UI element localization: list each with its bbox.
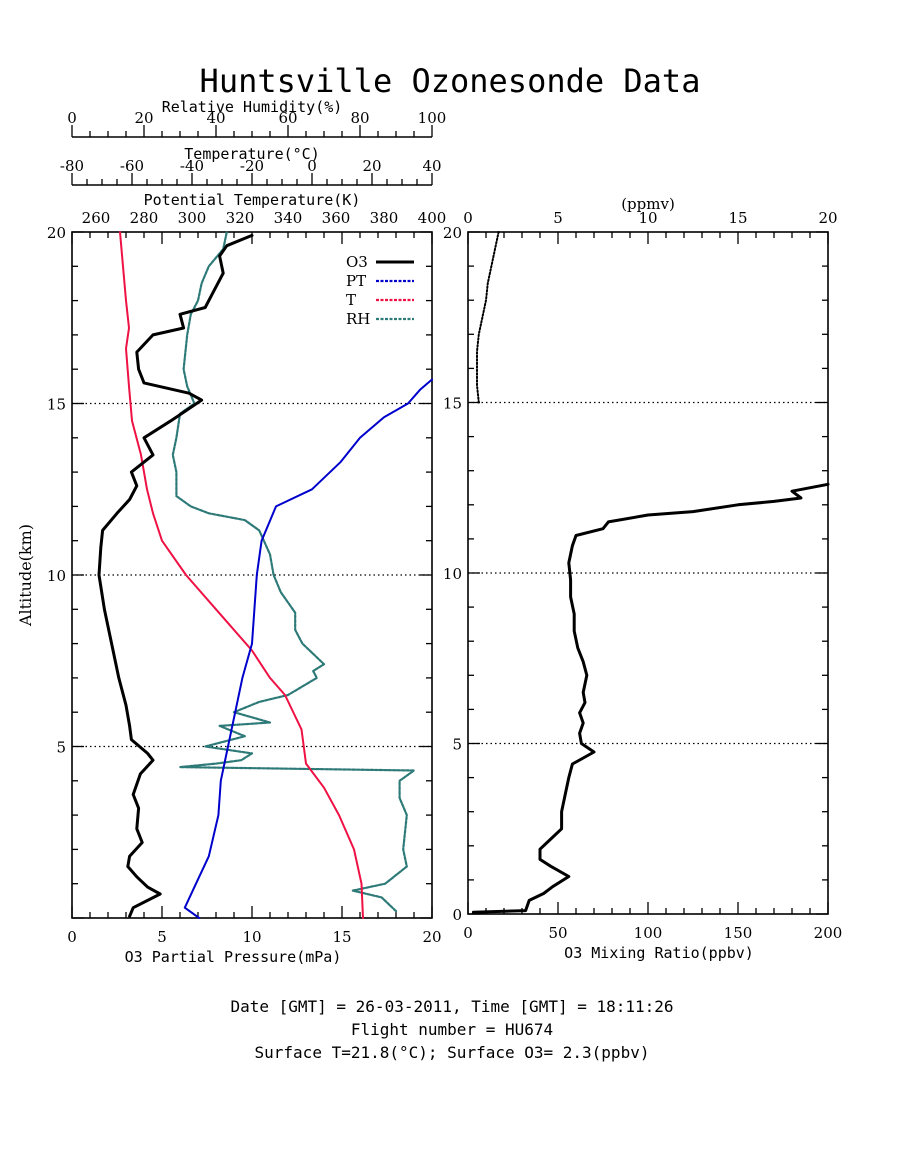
potential-temperature-axis-label: Potential Temperature(K) [144, 191, 361, 209]
legend-label-o3: O3 [346, 253, 368, 271]
series-pt-line [183, 378, 433, 919]
relative-humidity-tick-label: 20 [134, 109, 153, 127]
left-x-tick-label: 0 [67, 928, 77, 946]
left-panel: 5 10 15 20 Altitude(km) 0 5 10 15 20 O3 Partial Pr… [16, 98, 446, 966]
temperature-tick-label: -20 [240, 157, 264, 175]
left-pt-top-tick-label: 260 [82, 209, 111, 227]
left-pt-top-tick-label: 320 [226, 209, 255, 227]
right-x-tick-label: 200 [814, 924, 843, 942]
left-pt-top-tick-label: 280 [130, 209, 159, 227]
footer-surface-line: Surface T=21.8(°C); Surface O3= 2.3(ppbv… [255, 1043, 650, 1062]
right-y-tick-label: 10 [443, 565, 462, 583]
temperature-tick-label: 0 [307, 157, 317, 175]
left-pt-top-tick-label: 400 [418, 209, 447, 227]
series-o3-ppbv-line [471, 482, 830, 914]
left-y-tick-label: 5 [56, 739, 66, 757]
right-x-tick-label: 50 [548, 924, 567, 942]
left-pt-top-tick-label: 300 [178, 209, 207, 227]
series-rh-line [171, 230, 416, 913]
right-y-tick-label: 5 [452, 736, 462, 754]
left-x-tick-label: 5 [157, 928, 167, 946]
relative-humidity-tick-label: 60 [278, 109, 297, 127]
relative-humidity-tick-label: 100 [418, 109, 447, 127]
legend-label-rh: RH [346, 310, 370, 328]
temperature-tick-label: -60 [120, 157, 144, 175]
left-y-tick-label: 20 [47, 224, 66, 242]
chart-title: Huntsville Ozonesonde Data [200, 62, 701, 100]
right-ppmv-top-tick-label: 10 [638, 209, 657, 227]
footer-date-line: Date [GMT] = 26-03-2011, Time [GMT] = 18… [230, 997, 673, 1016]
left-pt-top-tick-label: 360 [322, 209, 351, 227]
temperature-tick-label: 40 [422, 157, 441, 175]
relative-humidity-axis-label: Relative Humidity(%) [162, 98, 343, 116]
relative-humidity-tick-label: 40 [206, 109, 225, 127]
right-ppmv-top-tick-label: 0 [463, 209, 473, 227]
footer-flight-line: Flight number = HU674 [351, 1020, 553, 1039]
left-x-tick-label: 20 [422, 928, 441, 946]
temperature-tick-label: -80 [60, 157, 84, 175]
legend-label-pt: PT [346, 272, 366, 290]
right-y-tick-label: 0 [452, 906, 462, 924]
right-x-tick-label: 0 [463, 924, 473, 942]
ppmv-axis-label: (ppmv) [621, 195, 675, 213]
series-o3-ppmv-line [476, 231, 500, 404]
temperature-tick-label: -40 [180, 157, 204, 175]
relative-humidity-tick-label: 0 [67, 109, 77, 127]
right-x-tick-label: 100 [634, 924, 663, 942]
right-x-tick-label: 150 [724, 924, 753, 942]
left-x-tick-label: 15 [332, 928, 351, 946]
relative-humidity-tick-label: 80 [350, 109, 369, 127]
right-ppmv-top-tick-label: 5 [553, 209, 563, 227]
left-pt-top-tick-label: 340 [274, 209, 303, 227]
right-ppmv-top-tick-label: 15 [728, 209, 747, 227]
left-y-tick-label: 10 [47, 567, 66, 585]
left-y-tick-label: 15 [47, 396, 66, 414]
left-x-tick-label: 10 [242, 928, 261, 946]
temperature-axis-label: Temperature(°C) [184, 145, 319, 163]
temperature-tick-label: 20 [362, 157, 381, 175]
legend-label-t: T [346, 291, 356, 309]
series-o3-line [97, 233, 254, 918]
series-t-line [119, 231, 364, 919]
y-axis-label: Altitude(km) [16, 524, 35, 627]
right-ppmv-top-tick-label: 20 [818, 209, 837, 227]
right-x-axis-label: O3 Mixing Ratio(ppbv) [564, 944, 754, 962]
left-x-axis-label: O3 Partial Pressure(mPa) [125, 948, 342, 966]
right-y-tick-label: 15 [443, 395, 462, 413]
right-y-tick-label: 20 [443, 224, 462, 242]
left-pt-top-tick-label: 380 [370, 209, 399, 227]
